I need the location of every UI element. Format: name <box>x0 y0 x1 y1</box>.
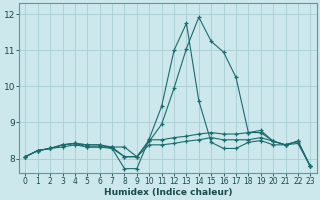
X-axis label: Humidex (Indice chaleur): Humidex (Indice chaleur) <box>104 188 232 197</box>
